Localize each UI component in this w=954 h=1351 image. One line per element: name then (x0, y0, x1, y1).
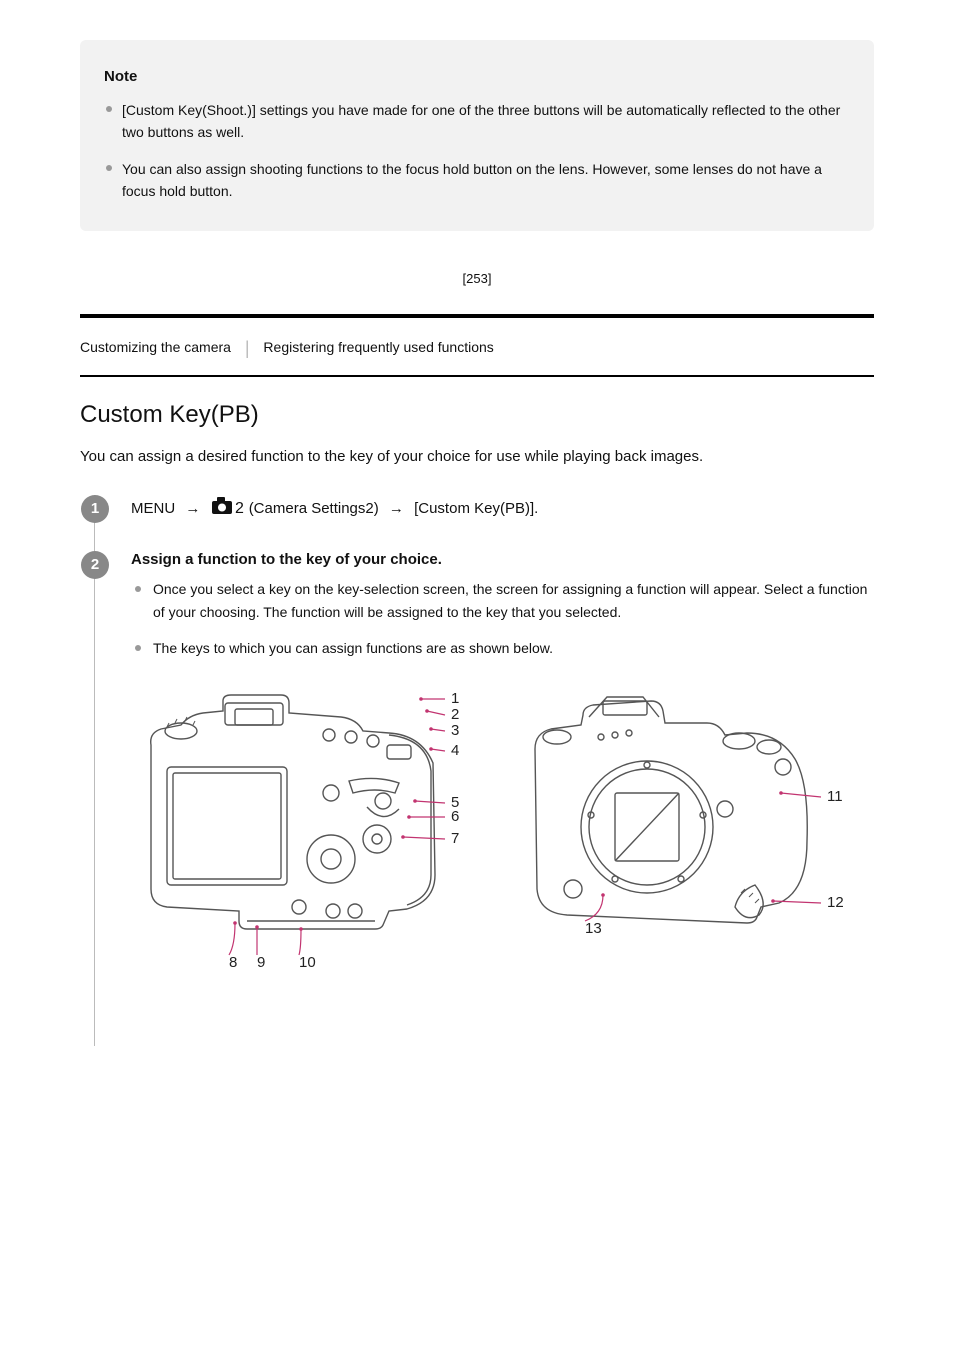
lead-paragraph: You can assign a desired function to the… (80, 445, 874, 469)
svg-text:6: 6 (451, 808, 459, 825)
note-list: [Custom Key(Shoot.)] settings you have m… (100, 99, 846, 203)
camera-rear-diagram: 12345678910 (131, 675, 471, 990)
breadcrumb-separator: | (245, 338, 250, 359)
svg-text:2: 2 (451, 706, 459, 723)
svg-text:12: 12 (827, 894, 844, 911)
note-item: You can also assign shooting functions t… (100, 158, 846, 203)
step-post: [Custom Key(PB)]. (414, 500, 538, 517)
step-sublist: Once you select a key on the key-selecti… (131, 578, 874, 661)
camera-front-body (535, 697, 807, 923)
camera-front-diagram: 11 12 13 (511, 675, 851, 960)
svg-text:13: 13 (585, 920, 602, 937)
diagram-row: 12345678910 (131, 675, 874, 990)
section-divider-thick (80, 314, 874, 318)
svg-text:3: 3 (451, 722, 459, 739)
svg-text:2: 2 (235, 500, 244, 516)
arrow-icon: → (185, 500, 200, 517)
breadcrumb: Customizing the camera | Registering fre… (80, 324, 874, 369)
breadcrumb-part: Registering frequently used functions (263, 339, 493, 355)
svg-text:8: 8 (229, 954, 237, 971)
step-number-badge: 1 (81, 495, 109, 523)
step-subitem: The keys to which you can assign functio… (131, 637, 874, 661)
svg-text:4: 4 (451, 742, 459, 759)
arrow-icon: → (389, 500, 404, 517)
step-number-badge: 2 (81, 551, 109, 579)
step-heading: Assign a function to the key of your cho… (131, 551, 874, 568)
steps-list: 1 MENU → 2 (Camera Settings2) → [Custom … (94, 495, 874, 1046)
step: 1 MENU → 2 (Camera Settings2) → [Custom … (95, 495, 874, 525)
camera-settings2-icon: 2 (211, 496, 245, 525)
camera-rear-body (151, 695, 435, 929)
section-divider-thin (80, 375, 874, 377)
step-mid: (Camera Settings2) (249, 500, 379, 517)
svg-text:7: 7 (451, 830, 459, 847)
page-title: Custom Key(PB) (80, 401, 874, 429)
note-title: Note (104, 68, 846, 85)
step-pre: MENU (131, 500, 175, 517)
svg-text:11: 11 (827, 788, 843, 805)
note-box: Note [Custom Key(Shoot.)] settings you h… (80, 40, 874, 231)
step-subitem: Once you select a key on the key-selecti… (131, 578, 874, 626)
svg-text:1: 1 (451, 690, 459, 707)
svg-text:10: 10 (299, 954, 316, 971)
note-item: [Custom Key(Shoot.)] settings you have m… (100, 99, 846, 144)
breadcrumb-part: Customizing the camera (80, 339, 231, 355)
step: 2 Assign a function to the key of your c… (95, 551, 874, 990)
step-text: MENU → 2 (Camera Settings2) → [Custom Ke… (131, 495, 874, 525)
svg-text:9: 9 (257, 954, 265, 971)
page-number: [253] (80, 271, 874, 286)
